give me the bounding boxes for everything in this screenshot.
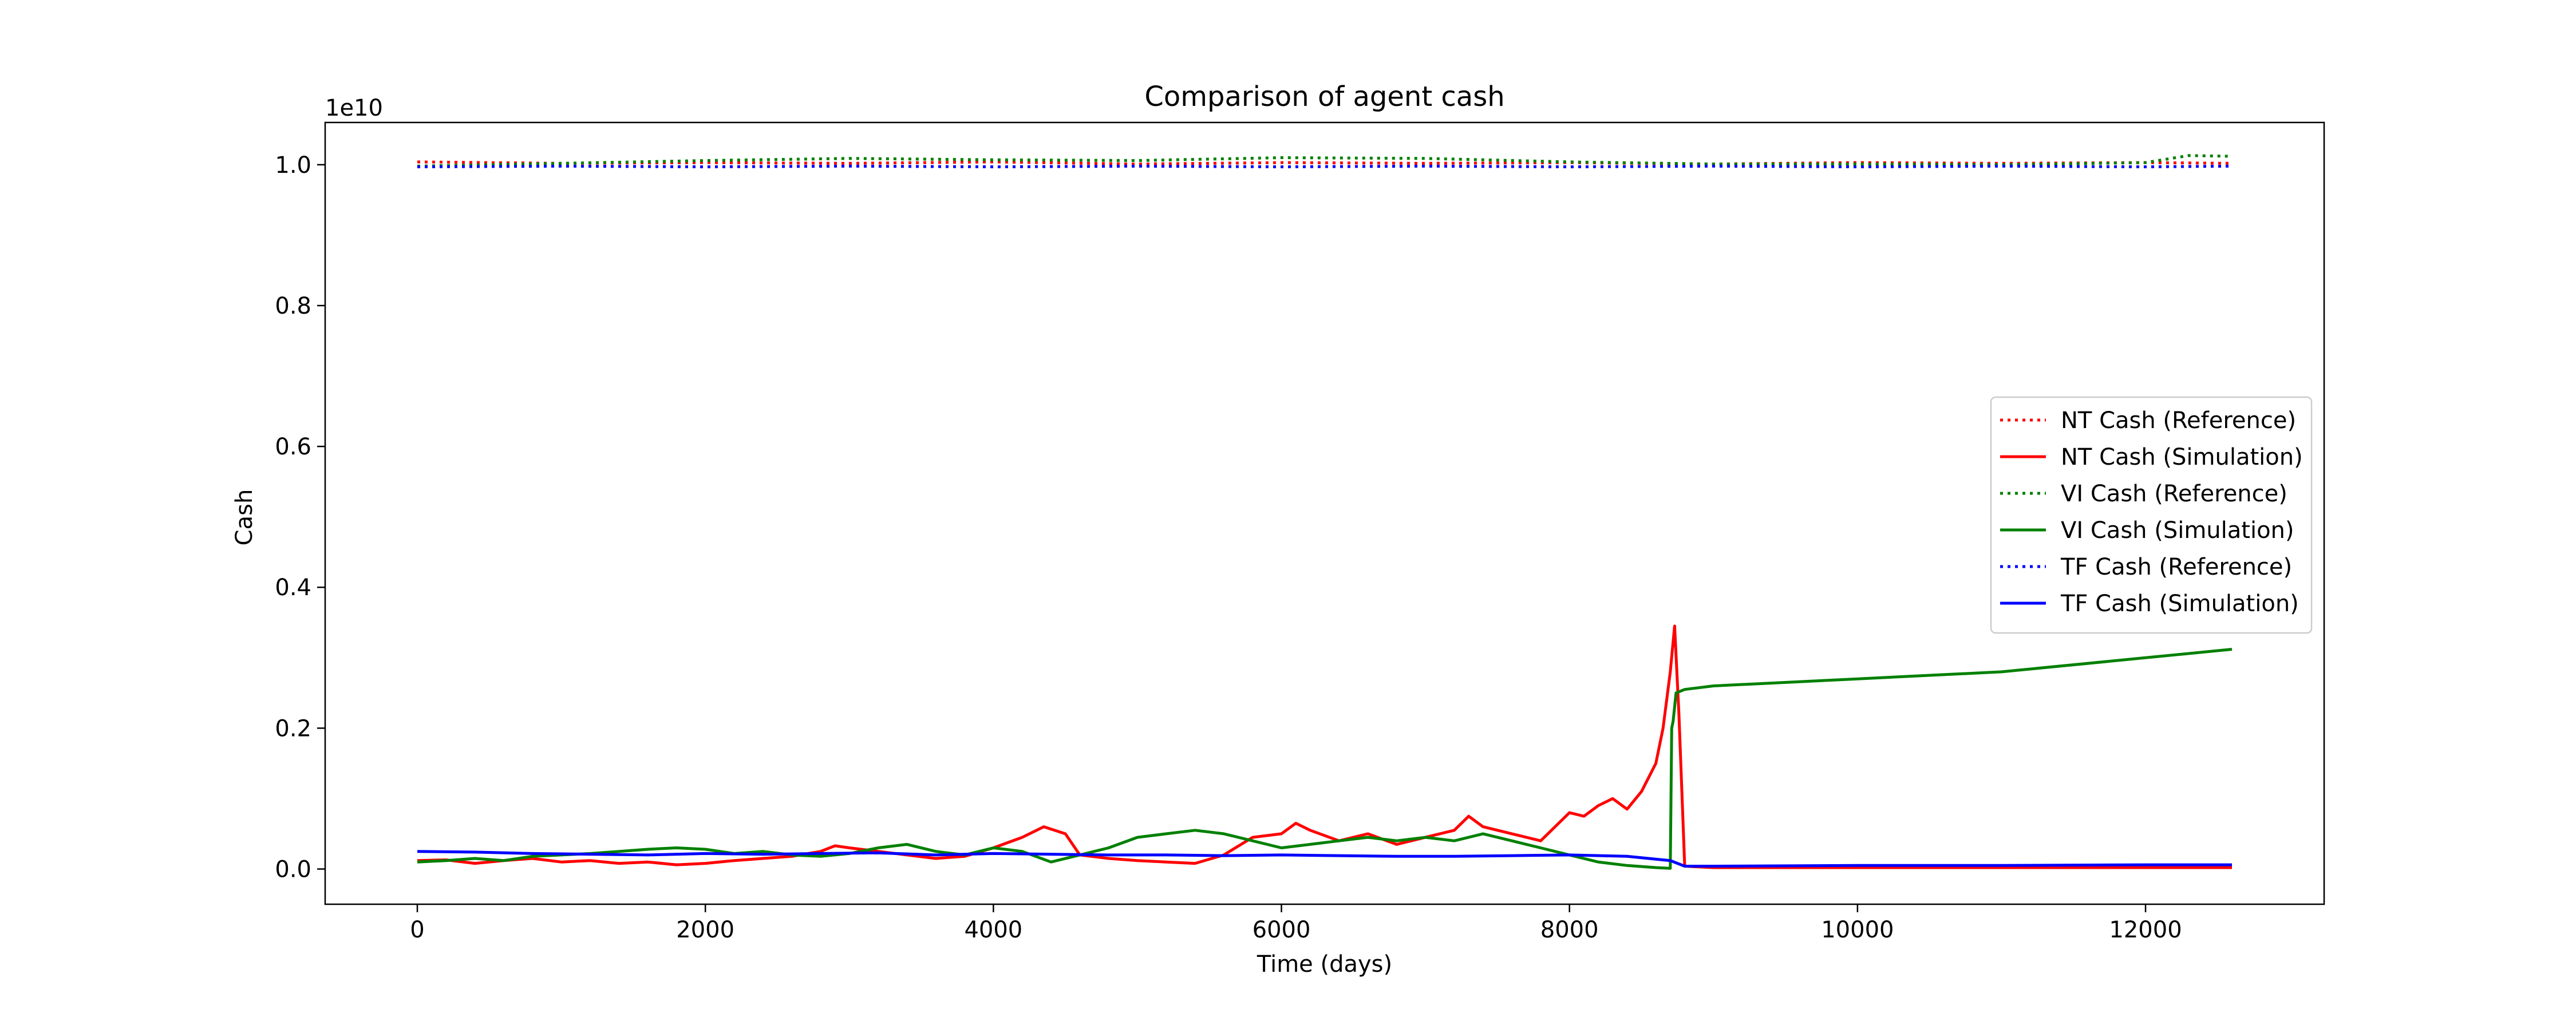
series-line-2 <box>417 624 2232 869</box>
x-tick-label: 10000 <box>1821 917 1894 943</box>
x-axis-label: Time (days) <box>1257 951 1392 977</box>
y-tick-label: 0.0 <box>275 856 311 882</box>
legend-entry-label: TF Cash (Simulation) <box>2060 591 2299 617</box>
series-line-4 <box>417 648 2233 870</box>
legend-entry-label: TF Cash (Reference) <box>2060 554 2292 580</box>
x-tick-label: 6000 <box>1253 917 1311 943</box>
x-tick-label: 0 <box>410 917 424 943</box>
y-axis-scale-label: 1e10 <box>325 95 383 121</box>
series-layer <box>417 154 2233 870</box>
y-axis-ticks: 0.0 0.2 0.4 0.6 0.8 1.0 <box>275 152 325 882</box>
y-tick-label: 0.8 <box>275 293 311 319</box>
legend-entry-label: NT Cash (Simulation) <box>2061 444 2303 470</box>
legend: NT Cash (Reference) NT Cash (Simulation) V… <box>1990 396 2313 634</box>
legend-box <box>1990 396 2313 634</box>
y-tick-label: 0.2 <box>275 715 311 742</box>
y-axis-label: Cash <box>231 489 258 546</box>
y-tick-label: 0.4 <box>275 575 311 601</box>
x-axis-ticks: 0 2000 4000 6000 8000 10000 12000 <box>410 904 2182 943</box>
legend-entry-label: VI Cash (Reference) <box>2061 481 2287 507</box>
y-tick-label: 1.0 <box>275 152 311 179</box>
legend-entry-label: VI Cash (Simulation) <box>2061 517 2294 544</box>
x-tick-label: 12000 <box>2109 917 2182 943</box>
y-tick-label: 0.6 <box>275 434 311 460</box>
x-tick-label: 2000 <box>676 917 734 943</box>
series-line-3 <box>417 154 2233 168</box>
x-tick-label: 4000 <box>964 917 1022 943</box>
series-line-6 <box>417 850 2232 868</box>
x-tick-label: 8000 <box>1540 917 1599 943</box>
series-line-5 <box>417 164 2233 168</box>
chart-title: Comparison of agent cash <box>1144 81 1504 113</box>
legend-entry-label: NT Cash (Reference) <box>2061 407 2296 434</box>
plot-frame <box>324 121 2325 905</box>
